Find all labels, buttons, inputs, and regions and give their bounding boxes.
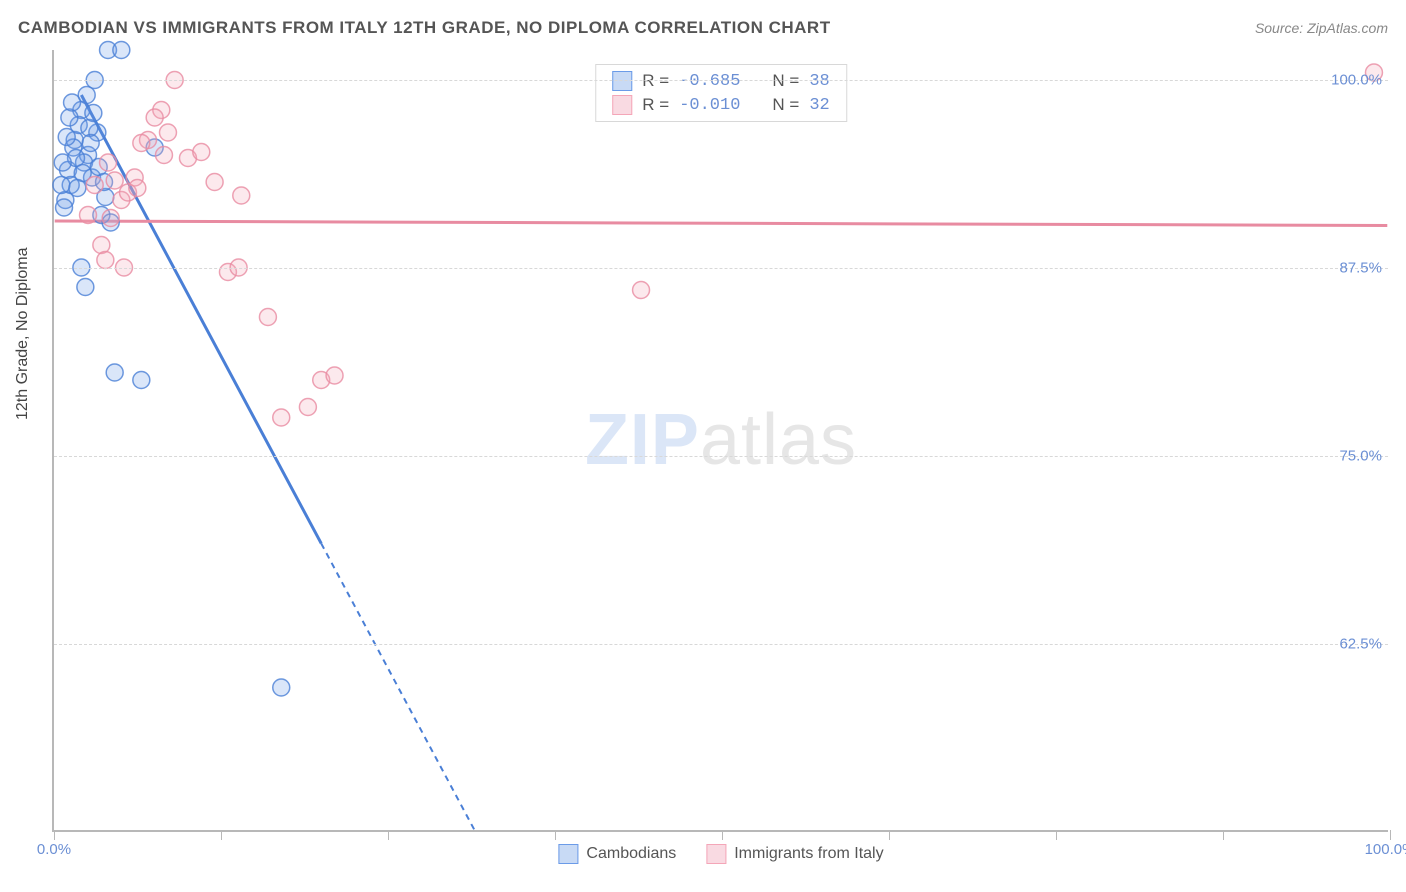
gridline — [54, 268, 1388, 269]
data-point — [113, 42, 130, 59]
stat-R-label: R = — [642, 95, 669, 115]
chart-title: CAMBODIAN VS IMMIGRANTS FROM ITALY 12TH … — [18, 18, 831, 38]
plot-area: ZIPatlas R = -0.685 N = 38 R = -0.010 N … — [52, 50, 1388, 832]
trend-line — [81, 95, 321, 543]
data-point — [102, 210, 119, 227]
data-point — [100, 154, 117, 171]
data-point — [193, 144, 210, 161]
x-tick-label: 0.0% — [37, 841, 71, 858]
legend-item: Cambodians — [558, 844, 676, 864]
data-point — [129, 180, 146, 197]
data-point — [69, 180, 86, 197]
chart-header: CAMBODIAN VS IMMIGRANTS FROM ITALY 12TH … — [18, 18, 1388, 38]
trend-line-extrapolated — [321, 543, 474, 830]
gridline — [54, 80, 1388, 81]
stats-row: R = -0.010 N = 32 — [612, 95, 830, 115]
data-point — [133, 372, 150, 389]
gridline — [54, 644, 1388, 645]
x-tick — [1056, 830, 1057, 840]
x-tick — [388, 830, 389, 840]
legend-swatch-pink — [612, 95, 632, 115]
data-point — [259, 309, 276, 326]
x-tick-label: 100.0% — [1365, 841, 1406, 858]
scatter-chart — [54, 50, 1388, 830]
trend-line — [55, 221, 1388, 226]
data-point — [53, 177, 70, 194]
x-tick — [555, 830, 556, 840]
data-point — [93, 237, 110, 254]
y-axis-label: 12th Grade, No Diploma — [14, 247, 32, 420]
data-point — [326, 367, 343, 384]
y-tick-label: 87.5% — [1339, 260, 1382, 277]
x-tick — [221, 830, 222, 840]
data-point — [273, 679, 290, 696]
data-point — [146, 109, 163, 126]
data-point — [58, 129, 75, 146]
y-tick-label: 75.0% — [1339, 448, 1382, 465]
data-point — [633, 282, 650, 299]
correlation-stats-legend: R = -0.685 N = 38 R = -0.010 N = 32 — [595, 64, 847, 122]
gridline — [54, 456, 1388, 457]
data-point — [64, 94, 81, 111]
source-attribution: Source: ZipAtlas.com — [1255, 20, 1388, 36]
data-point — [80, 207, 97, 224]
stat-N-value: 32 — [809, 96, 829, 115]
data-point — [156, 147, 173, 164]
data-point — [106, 364, 123, 381]
y-tick-label: 62.5% — [1339, 636, 1382, 653]
x-tick — [1223, 830, 1224, 840]
legend-swatch-pink — [706, 844, 726, 864]
y-tick-label: 100.0% — [1331, 72, 1382, 89]
legend-label: Immigrants from Italy — [734, 845, 883, 863]
x-tick — [889, 830, 890, 840]
legend-swatch-blue — [558, 844, 578, 864]
x-tick — [722, 830, 723, 840]
stat-R-value: -0.010 — [679, 96, 740, 115]
data-point — [54, 154, 71, 171]
x-tick — [54, 830, 55, 840]
data-point — [97, 252, 114, 269]
data-point — [106, 172, 123, 189]
data-point — [233, 187, 250, 204]
data-point — [56, 199, 73, 216]
data-point — [273, 409, 290, 426]
data-point — [299, 399, 316, 416]
data-point — [159, 124, 176, 141]
data-point — [82, 135, 99, 152]
legend-label: Cambodians — [586, 845, 676, 863]
stat-N-label: N = — [772, 95, 799, 115]
data-point — [206, 174, 223, 191]
legend-item: Immigrants from Italy — [706, 844, 883, 864]
data-point — [133, 135, 150, 152]
series-legend: Cambodians Immigrants from Italy — [558, 844, 883, 864]
data-point — [85, 105, 102, 122]
x-tick — [1390, 830, 1391, 840]
data-point — [77, 279, 94, 296]
data-point — [86, 177, 103, 194]
data-point — [61, 109, 78, 126]
